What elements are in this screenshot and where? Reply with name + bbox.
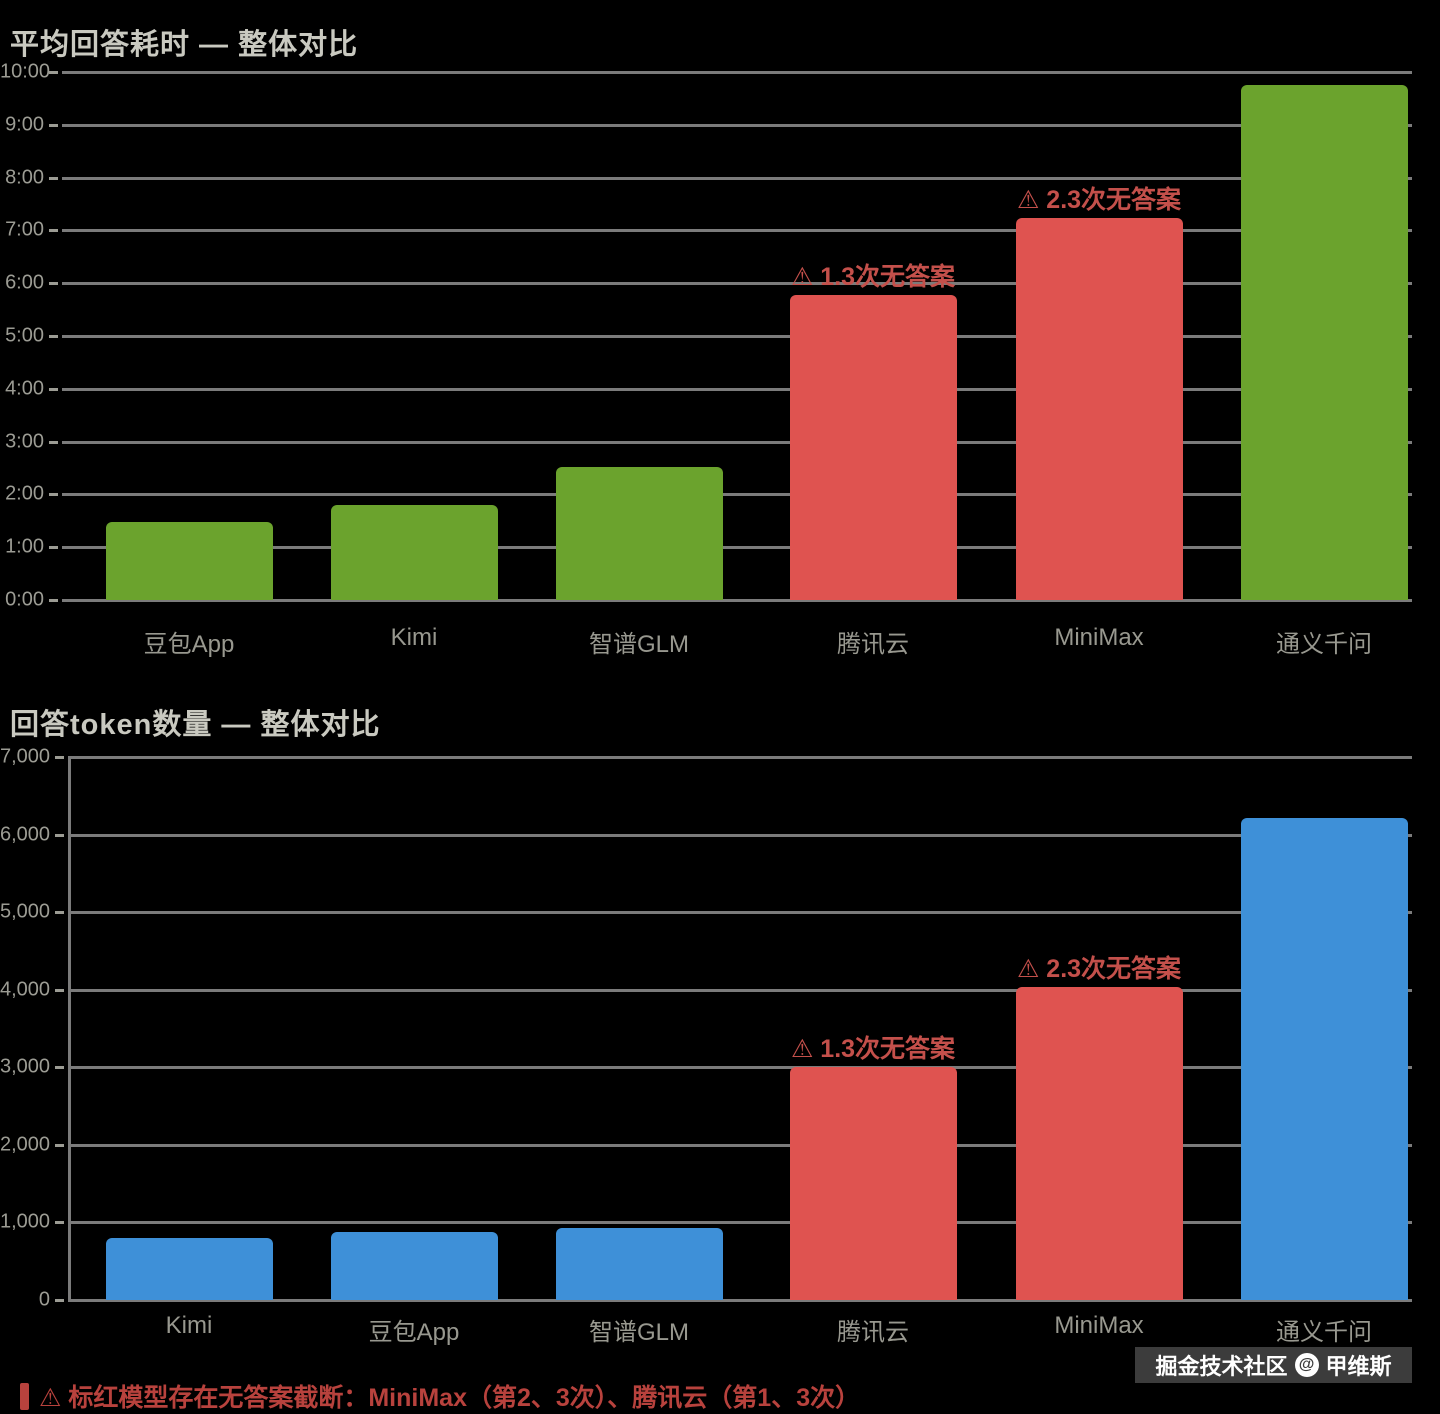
y-axis-tick-label: 5:00	[5, 324, 44, 347]
y-axis-tick-label: 2,000	[0, 1133, 51, 1156]
gridline	[68, 1221, 1412, 1224]
x-axis-label: 通义千问	[1276, 631, 1372, 658]
y-axis-tick-label: 9:00	[5, 113, 44, 136]
bar-MiniMax	[1015, 987, 1183, 1300]
y-axis-tick-label: 4:00	[5, 377, 44, 400]
bar-智谱GLM	[555, 1228, 723, 1300]
gridline	[62, 229, 1412, 232]
y-axis-tick-label: 6:00	[5, 271, 44, 294]
bar-通义千问	[1240, 818, 1408, 1300]
x-axis-label: 豆包App	[143, 631, 235, 658]
bar-智谱GLM	[555, 467, 723, 600]
y-axis-tick	[49, 599, 58, 602]
y-axis-tick	[49, 493, 58, 496]
y-axis-tick-label: 6,000	[0, 823, 51, 846]
y-axis-tick-label: 3,000	[0, 1055, 51, 1078]
no-answer-warning-label: ⚠ 2.3次无答案	[1016, 186, 1182, 214]
watermark-author: 甲维斯	[1325, 1354, 1392, 1379]
bar-通义千问	[1240, 85, 1408, 600]
bar-Kimi	[330, 505, 498, 600]
gridline	[62, 546, 1412, 549]
y-axis-tick	[49, 282, 58, 285]
gridline	[62, 177, 1412, 180]
red-marker-icon	[20, 1382, 29, 1410]
gridline	[62, 282, 1412, 285]
gridline	[62, 493, 1412, 496]
bar-MiniMax	[1015, 218, 1183, 600]
x-axis-label: 腾讯云	[837, 1319, 909, 1346]
x-axis-label: 豆包App	[368, 1319, 460, 1346]
no-answer-warning-label: ⚠ 1.3次无答案	[790, 1035, 956, 1063]
x-axis-label: 智谱GLM	[588, 1319, 690, 1346]
y-axis-tick	[49, 441, 58, 444]
y-axis-tick	[55, 1066, 64, 1069]
y-axis-tick-label: 0:00	[5, 588, 44, 611]
y-axis-tick	[49, 177, 58, 180]
gridline	[68, 1299, 1412, 1302]
y-axis-tick-label: 1,000	[0, 1210, 51, 1233]
y-axis-tick-label: 10:00	[0, 60, 51, 83]
y-axis-tick-label: 0	[38, 1288, 50, 1311]
gridline	[62, 599, 1412, 602]
chart-title-response-time: 平均回答耗时 — 整体对比	[10, 29, 359, 61]
y-axis-tick	[55, 911, 64, 914]
x-axis-label: MiniMax	[1054, 624, 1144, 651]
x-axis-label: 智谱GLM	[588, 631, 690, 658]
gridline	[68, 834, 1412, 837]
y-axis-line	[68, 757, 71, 1300]
y-axis-tick-label: 5,000	[0, 900, 51, 923]
gridline	[68, 911, 1412, 914]
y-axis-tick-label: 1:00	[5, 535, 44, 558]
y-axis-tick	[49, 71, 58, 74]
gridline	[62, 71, 1412, 74]
y-axis-tick	[49, 546, 58, 549]
watermark-site: 掘金技术社区	[1155, 1354, 1288, 1379]
y-axis-tick-label: 3:00	[5, 430, 44, 453]
y-axis-tick	[55, 756, 64, 759]
y-axis-tick-label: 4,000	[0, 978, 51, 1001]
no-answer-warning-label: ⚠ 1.3次无答案	[790, 263, 956, 291]
gridline	[62, 335, 1412, 338]
y-axis-tick	[55, 1144, 64, 1147]
watermark-badge: 掘金技术社区 @ 甲维斯	[1135, 1347, 1412, 1383]
y-axis-tick-label: 7:00	[5, 218, 44, 241]
gridline	[68, 1066, 1412, 1069]
y-axis-tick	[55, 1221, 64, 1224]
y-axis-tick	[49, 229, 58, 232]
x-axis-label: Kimi	[390, 624, 438, 651]
x-axis-label: MiniMax	[1054, 1312, 1144, 1339]
chart-title-token-count: 回答token数量 — 整体对比	[10, 709, 381, 741]
bar-腾讯云	[789, 295, 957, 600]
y-axis-tick	[55, 989, 64, 992]
y-axis-tick	[55, 1299, 64, 1302]
footnote: ⚠ 标红模型存在无答案截断：MiniMax（第2、3次）、腾讯云（第1、3次）	[20, 1378, 860, 1414]
footnote-text: ⚠ 标红模型存在无答案截断：MiniMax（第2、3次）、腾讯云（第1、3次）	[39, 1384, 861, 1412]
y-axis-tick-label: 7,000	[0, 745, 51, 768]
y-axis-tick-label: 2:00	[5, 482, 44, 505]
y-axis-tick	[49, 335, 58, 338]
gridline	[62, 388, 1412, 391]
bar-腾讯云	[789, 1067, 957, 1300]
no-answer-warning-label: ⚠ 2.3次无答案	[1016, 955, 1182, 983]
x-axis-label: 腾讯云	[837, 631, 909, 658]
bar-豆包App	[105, 522, 273, 600]
y-axis-tick	[49, 124, 58, 127]
x-axis-label: 通义千问	[1276, 1319, 1372, 1346]
y-axis-tick-label: 8:00	[5, 166, 44, 189]
bar-Kimi	[105, 1238, 273, 1300]
gridline	[62, 441, 1412, 444]
gridline	[68, 989, 1412, 992]
bar-豆包App	[330, 1232, 498, 1300]
gridline	[62, 124, 1412, 127]
x-axis-label: Kimi	[165, 1312, 213, 1339]
y-axis-tick	[49, 388, 58, 391]
at-icon: @	[1294, 1353, 1319, 1377]
y-axis-tick	[55, 834, 64, 837]
gridline	[68, 756, 1412, 759]
gridline	[68, 1144, 1412, 1147]
